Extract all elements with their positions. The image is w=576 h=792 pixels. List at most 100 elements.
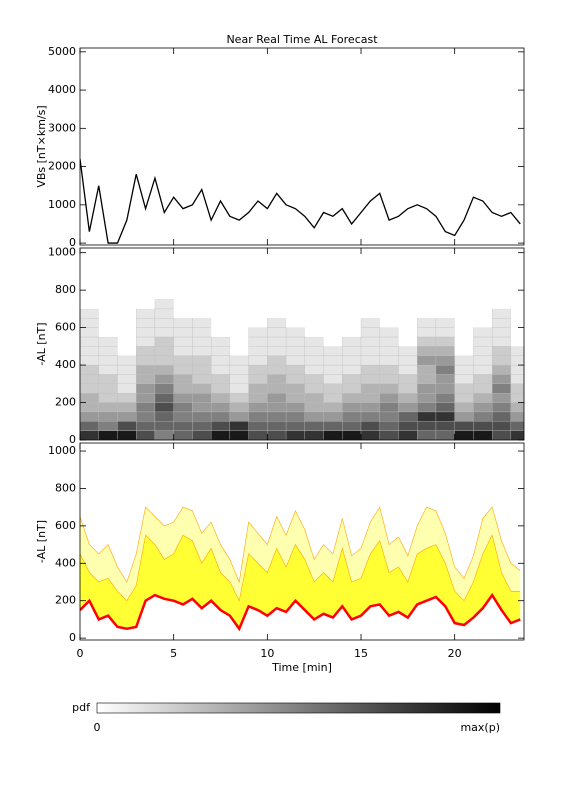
pdf-cell	[136, 402, 156, 413]
pdf-cell	[304, 383, 324, 394]
pdf-cell	[379, 355, 399, 366]
pdf-cell	[360, 336, 380, 347]
pdf-cell	[136, 374, 156, 384]
colorbar-min: 0	[94, 721, 101, 734]
pdf-cell	[417, 393, 437, 403]
pdf-cell	[360, 364, 380, 375]
y-tick-label: 0	[69, 236, 76, 249]
pdf-cell	[248, 411, 268, 422]
pdf-cell	[379, 430, 399, 441]
pdf-cell	[229, 364, 249, 375]
pdf-cell	[229, 374, 249, 384]
pdf-cell	[342, 411, 362, 422]
pdf-cell	[323, 299, 343, 309]
pdf-cell	[248, 346, 268, 356]
pdf-cell	[173, 346, 193, 356]
pdf-cell	[492, 346, 512, 356]
pdf-cell	[136, 299, 155, 309]
pdf-cell	[379, 336, 399, 347]
pdf-cell	[117, 336, 137, 347]
pdf-cell	[136, 430, 156, 441]
pdf-cell	[342, 364, 362, 375]
pdf-cell	[417, 411, 437, 422]
pdf-cell	[154, 374, 174, 384]
pdf-cell	[417, 430, 437, 441]
pdf-cell	[79, 430, 99, 441]
pdf-cell	[192, 402, 212, 413]
pdf-cell	[210, 374, 231, 384]
pdf-cell	[323, 308, 343, 319]
colorbar-label: pdf	[72, 701, 91, 714]
pdf-cell	[229, 411, 249, 422]
pdf-cell	[304, 346, 324, 356]
pdf-cell	[435, 346, 455, 356]
pdf-cell	[192, 421, 212, 431]
pdf-cell	[473, 308, 493, 319]
pdf-cell	[379, 374, 399, 384]
pdf-cell	[248, 402, 268, 413]
pdf-cell	[417, 299, 436, 309]
pdf-cell	[98, 318, 118, 328]
plot-frame	[79, 47, 525, 246]
pdf-cell	[98, 421, 118, 431]
pdf-cell	[417, 336, 437, 347]
pdf-cell	[136, 346, 156, 356]
pdf-cell	[454, 421, 474, 431]
pdf-cell	[98, 383, 118, 394]
pdf-cell	[398, 346, 418, 356]
pdf-cell	[154, 383, 174, 394]
pdf-cell	[435, 430, 455, 441]
pdf-cell	[360, 327, 380, 338]
pdf-cell	[211, 318, 230, 328]
pdf-cell	[417, 327, 437, 338]
pdf-cell	[398, 383, 418, 394]
pdf-cell	[285, 393, 305, 403]
y-tick-label: 600	[55, 519, 76, 532]
pdf-cell	[454, 327, 474, 337]
pdf-cell	[136, 336, 156, 347]
pdf-cell	[136, 393, 156, 403]
pdf-cell	[154, 327, 174, 338]
x-tick-label: 20	[448, 647, 462, 660]
pdf-cell	[323, 421, 343, 431]
pdf-cell	[510, 393, 525, 403]
pdf-cell	[323, 327, 343, 337]
pdf-cell	[229, 336, 249, 347]
pdf-cell	[360, 318, 380, 328]
pdf-cell	[173, 383, 193, 394]
pdf-cell	[248, 421, 268, 431]
pdf-cell	[192, 299, 212, 309]
y-tick-label: 400	[55, 556, 76, 569]
pdf-cell	[173, 421, 193, 431]
pdf-cell	[323, 393, 343, 403]
pdf-cell	[98, 374, 118, 384]
pdf-cell	[192, 374, 212, 384]
pdf-cell	[248, 355, 268, 366]
y-tick-label: 600	[55, 321, 76, 334]
pdf-cell	[229, 430, 249, 441]
pdf-cell	[79, 308, 99, 319]
pdf-cell	[79, 421, 99, 431]
pdf-cell	[304, 402, 324, 413]
pdf-cell	[98, 393, 118, 403]
pdf-cell	[323, 336, 343, 347]
y-axis-label: -AL [nT]	[35, 520, 48, 563]
pdf-cell	[379, 402, 399, 413]
y-tick-label: 200	[55, 594, 76, 607]
pdf-cell	[117, 299, 137, 309]
pdf-cell	[79, 383, 99, 394]
pdf-cell	[98, 336, 118, 347]
pdf-cell	[304, 318, 324, 328]
pdf-cell	[248, 383, 268, 394]
pdf-cell	[285, 374, 305, 384]
pdf-cell	[510, 430, 525, 441]
pdf-cell	[173, 327, 193, 338]
pdf-cell	[173, 308, 193, 319]
pdf-cell	[510, 355, 525, 366]
pdf-cell	[210, 336, 231, 347]
pdf-cell	[136, 355, 156, 366]
pdf-cell	[398, 402, 418, 413]
pdf-cell	[192, 393, 212, 403]
pdf-cell	[360, 393, 380, 403]
